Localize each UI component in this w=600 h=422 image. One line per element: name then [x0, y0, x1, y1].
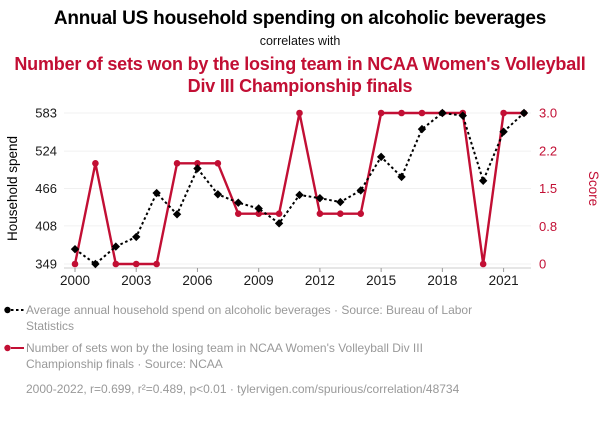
svg-text:2003: 2003 [121, 273, 151, 288]
legend-label-household-spend: Average annual household spend on alcoho… [26, 303, 473, 333]
svg-text:2009: 2009 [244, 273, 274, 288]
correlation-chart: 2000 2003 2006 2009 2012 2015 2018 2021 349 408 46… [5, 106, 600, 289]
svg-text:2006: 2006 [182, 273, 212, 288]
spurious-correlation-page: Annual US household spending on alcoholi… [0, 8, 600, 397]
svg-text:2000: 2000 [60, 273, 90, 288]
legend-item-household-spend: Average annual household spend on alcoho… [4, 302, 600, 334]
svg-text:0: 0 [539, 257, 546, 272]
svg-text:Score: Score [586, 171, 600, 206]
svg-text:1.5: 1.5 [539, 181, 557, 196]
legend-item-sets-won: Number of sets won by the losing team in… [4, 340, 600, 372]
black-dashed-series-icon [4, 306, 24, 314]
svg-text:583: 583 [35, 106, 57, 121]
svg-text:524: 524 [35, 144, 57, 159]
svg-text:0.8: 0.8 [539, 219, 557, 234]
legend-label-sets-won: Number of sets won by the losing team in… [26, 341, 423, 371]
svg-text:466: 466 [35, 181, 57, 196]
svg-text:408: 408 [35, 218, 57, 233]
red-solid-series-icon [4, 344, 24, 352]
correlates-with-label: correlates with [259, 34, 341, 48]
svg-text:2018: 2018 [427, 273, 457, 288]
chart-title-primary: Annual US household spending on alcoholi… [53, 8, 547, 29]
svg-text:2012: 2012 [305, 273, 335, 288]
svg-text:2015: 2015 [366, 273, 396, 288]
chart-title-secondary: Number of sets won by the losing team in… [14, 54, 586, 96]
legend: Average annual household spend on alcoho… [4, 302, 600, 397]
svg-text:Household spend: Household spend [5, 136, 20, 241]
stats-footer: 2000-2022, r=0.699, r²=0.489, p<0.01 · t… [26, 382, 460, 396]
svg-text:3.0: 3.0 [539, 106, 557, 121]
svg-text:2021: 2021 [489, 273, 519, 288]
svg-text:349: 349 [35, 257, 57, 272]
svg-text:2.2: 2.2 [539, 143, 557, 158]
